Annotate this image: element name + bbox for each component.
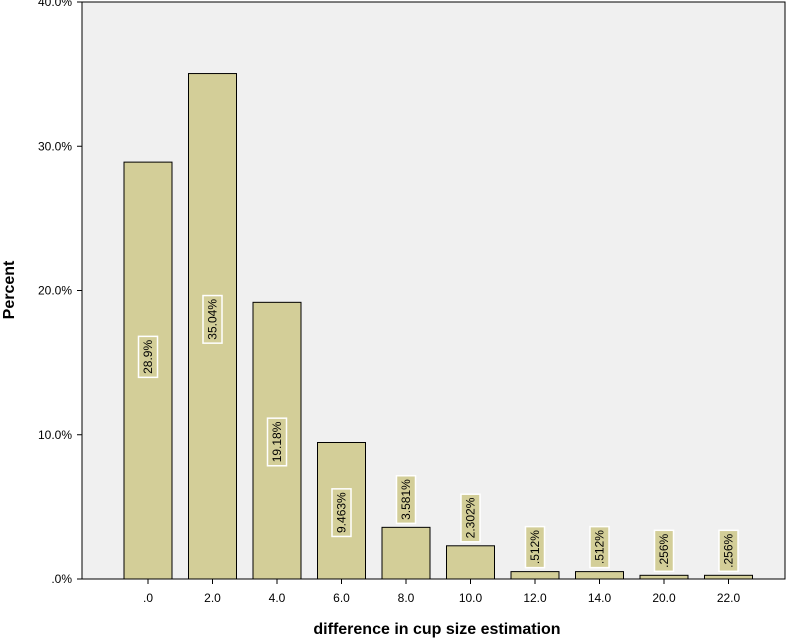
bar-9 [704,574,753,580]
bar-4 [381,526,431,580]
x-tick-label-3: 6.0 [333,591,350,605]
data-label-3: 9.463% [335,492,349,533]
axes-layer: .0 2.0 4.0 6.0 8.0 10.0 12.0 14.0 20.0 22.0 .0% 10.… [38,0,741,605]
plot-area [81,1,786,580]
y-tick-label-2: 20.0% [38,284,72,298]
y-tick-label-1: 10.0% [38,428,72,442]
data-label-2: 19.18% [270,421,284,462]
bar-6 [510,571,560,580]
data-label-9: .256% [722,533,736,567]
data-label-group-2: 19.18% [266,417,288,467]
data-label-0: 28.9% [141,340,155,374]
data-label-group-3: 9.463% [331,488,352,538]
bar-7 [575,571,624,580]
x-tick-label-5: 10.0 [459,591,483,605]
x-tick-label-6: 12.0 [523,591,547,605]
bar-5 [446,545,495,580]
data-label-group-5: 2.302% [460,493,481,543]
data-label-6: .512% [528,530,542,564]
data-label-box-2 [266,417,288,467]
y-tick-label-3: 30.0% [38,139,72,153]
data-label-box-7 [589,525,610,569]
data-labels-layer: 28.9% 35.04% 19.18% 9.463% 3.581% 2.302% .512%… [137,294,739,573]
x-tick-label-8: 20.0 [652,591,676,605]
y-tick-label-0: .0% [51,572,72,586]
y-axis-title: Percent [1,260,18,319]
data-label-box-0 [137,335,159,379]
x-tick-label-1: 2.0 [204,591,221,605]
data-label-group-6: .512% [524,525,546,569]
data-label-box-4 [395,474,417,525]
data-label-box-3 [331,488,352,538]
x-tick-label-0: .0 [143,591,153,605]
data-label-7: .512% [593,530,607,564]
bar-8 [639,574,689,580]
data-label-group-1: 35.04% [202,294,223,344]
data-label-group-0: 28.9% [137,335,159,379]
data-label-1: 35.04% [206,299,220,340]
data-label-group-8: .256% [653,529,675,573]
x-tick-label-4: 8.0 [398,591,415,605]
y-tick-label-4: 40.0% [38,0,72,9]
data-label-box-8 [653,529,675,573]
data-label-box-1 [202,294,223,344]
x-tick-label-9: 22.0 [717,591,741,605]
data-label-group-9: .256% [718,529,739,573]
data-label-box-9 [718,529,739,573]
data-label-group-7: .512% [589,525,610,569]
data-label-8: .256% [657,533,671,567]
data-label-4: 3.581% [399,479,413,520]
x-tick-label-2: 4.0 [269,591,286,605]
x-tick-label-7: 14.0 [588,591,612,605]
x-axis-title: difference in cup size estimation [313,621,560,638]
data-label-box-6 [524,525,546,569]
data-label-group-4: 3.581% [395,474,417,525]
data-label-box-5 [460,493,481,543]
data-label-5: 2.302% [464,497,478,538]
